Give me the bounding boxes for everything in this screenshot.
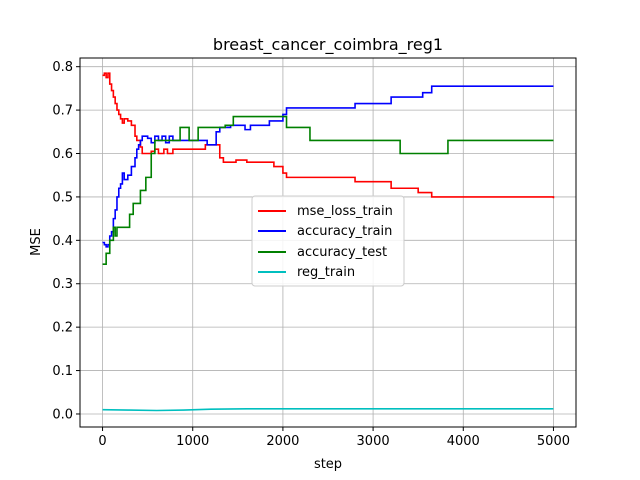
legend-label-mse-loss-train: mse_loss_train bbox=[297, 204, 393, 219]
y-tick-label: 0.1 bbox=[52, 364, 73, 379]
legend: mse_loss_train accuracy_train accuracy_t… bbox=[251, 195, 405, 287]
y-tick-label: 0.3 bbox=[52, 277, 73, 292]
x-tick-label: 1000 bbox=[176, 434, 209, 449]
y-tick-label: 0.2 bbox=[52, 321, 73, 336]
series-line-reg-train bbox=[102, 407, 554, 412]
x-axis-label: step bbox=[314, 457, 342, 472]
series-line-accuracy-test bbox=[102, 115, 554, 266]
x-tick-label: 4000 bbox=[447, 434, 480, 449]
y-tick-label: 0.8 bbox=[52, 60, 73, 75]
legend-box bbox=[251, 195, 405, 287]
y-axis-label: MSE bbox=[29, 228, 44, 256]
x-tick-label: 2000 bbox=[266, 434, 299, 449]
y-tick-label: 0.7 bbox=[52, 104, 73, 119]
y-tick-label: 0.6 bbox=[52, 147, 73, 162]
plot-frame bbox=[79, 57, 577, 428]
x-tick-label: 5000 bbox=[537, 434, 570, 449]
x-tick-label: 0 bbox=[98, 434, 106, 449]
legend-label-reg-train: reg_train bbox=[297, 265, 355, 280]
y-tick-label: 0.4 bbox=[52, 234, 73, 249]
legend-label-accuracy-train: accuracy_train bbox=[297, 224, 392, 239]
y-tick-label: 0.5 bbox=[52, 190, 73, 205]
y-tick-label: 0.0 bbox=[52, 407, 73, 422]
x-tick-label: 3000 bbox=[357, 434, 390, 449]
plot-series bbox=[102, 72, 555, 412]
chart-title: breast_cancer_coimbra_reg1 bbox=[213, 35, 443, 55]
legend-label-accuracy-test: accuracy_test bbox=[297, 245, 387, 260]
series-line-accuracy-train bbox=[102, 85, 554, 248]
axis-ticks: 0 1000 2000 3000 4000 5000 0.0 0.1 0.2 0.3 0.4 0.5 0… bbox=[52, 60, 570, 449]
